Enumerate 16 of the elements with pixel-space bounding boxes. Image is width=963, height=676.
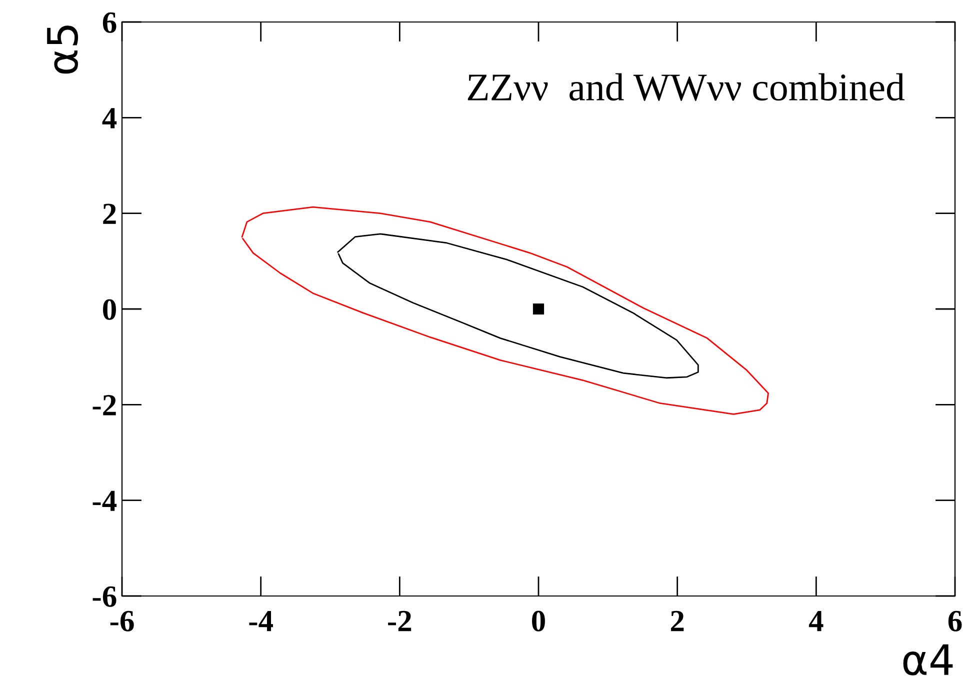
x-axis-title: α4 (903, 644, 953, 676)
x-tick-label: 4 (808, 610, 824, 632)
x-tick-label: -2 (388, 610, 412, 632)
y-axis-title: α5 (47, 26, 78, 74)
y-tick-label: 2 (103, 204, 116, 224)
x-tick-label: -4 (249, 610, 273, 632)
y-tick-label: 6 (102, 12, 116, 33)
y-tick-label: 0 (103, 299, 116, 320)
y-tick-label: 4 (102, 108, 117, 128)
x-tick-label: 0 (532, 610, 545, 632)
y-tick-label: -2 (92, 395, 116, 416)
x-tick-label: 2 (670, 610, 684, 632)
annotation: ZZνν and WWνν combined (468, 73, 905, 101)
y-tick-label: -6 (92, 586, 116, 607)
x-tick-label: 6 (948, 610, 962, 632)
y-tick-label: -4 (92, 490, 117, 511)
